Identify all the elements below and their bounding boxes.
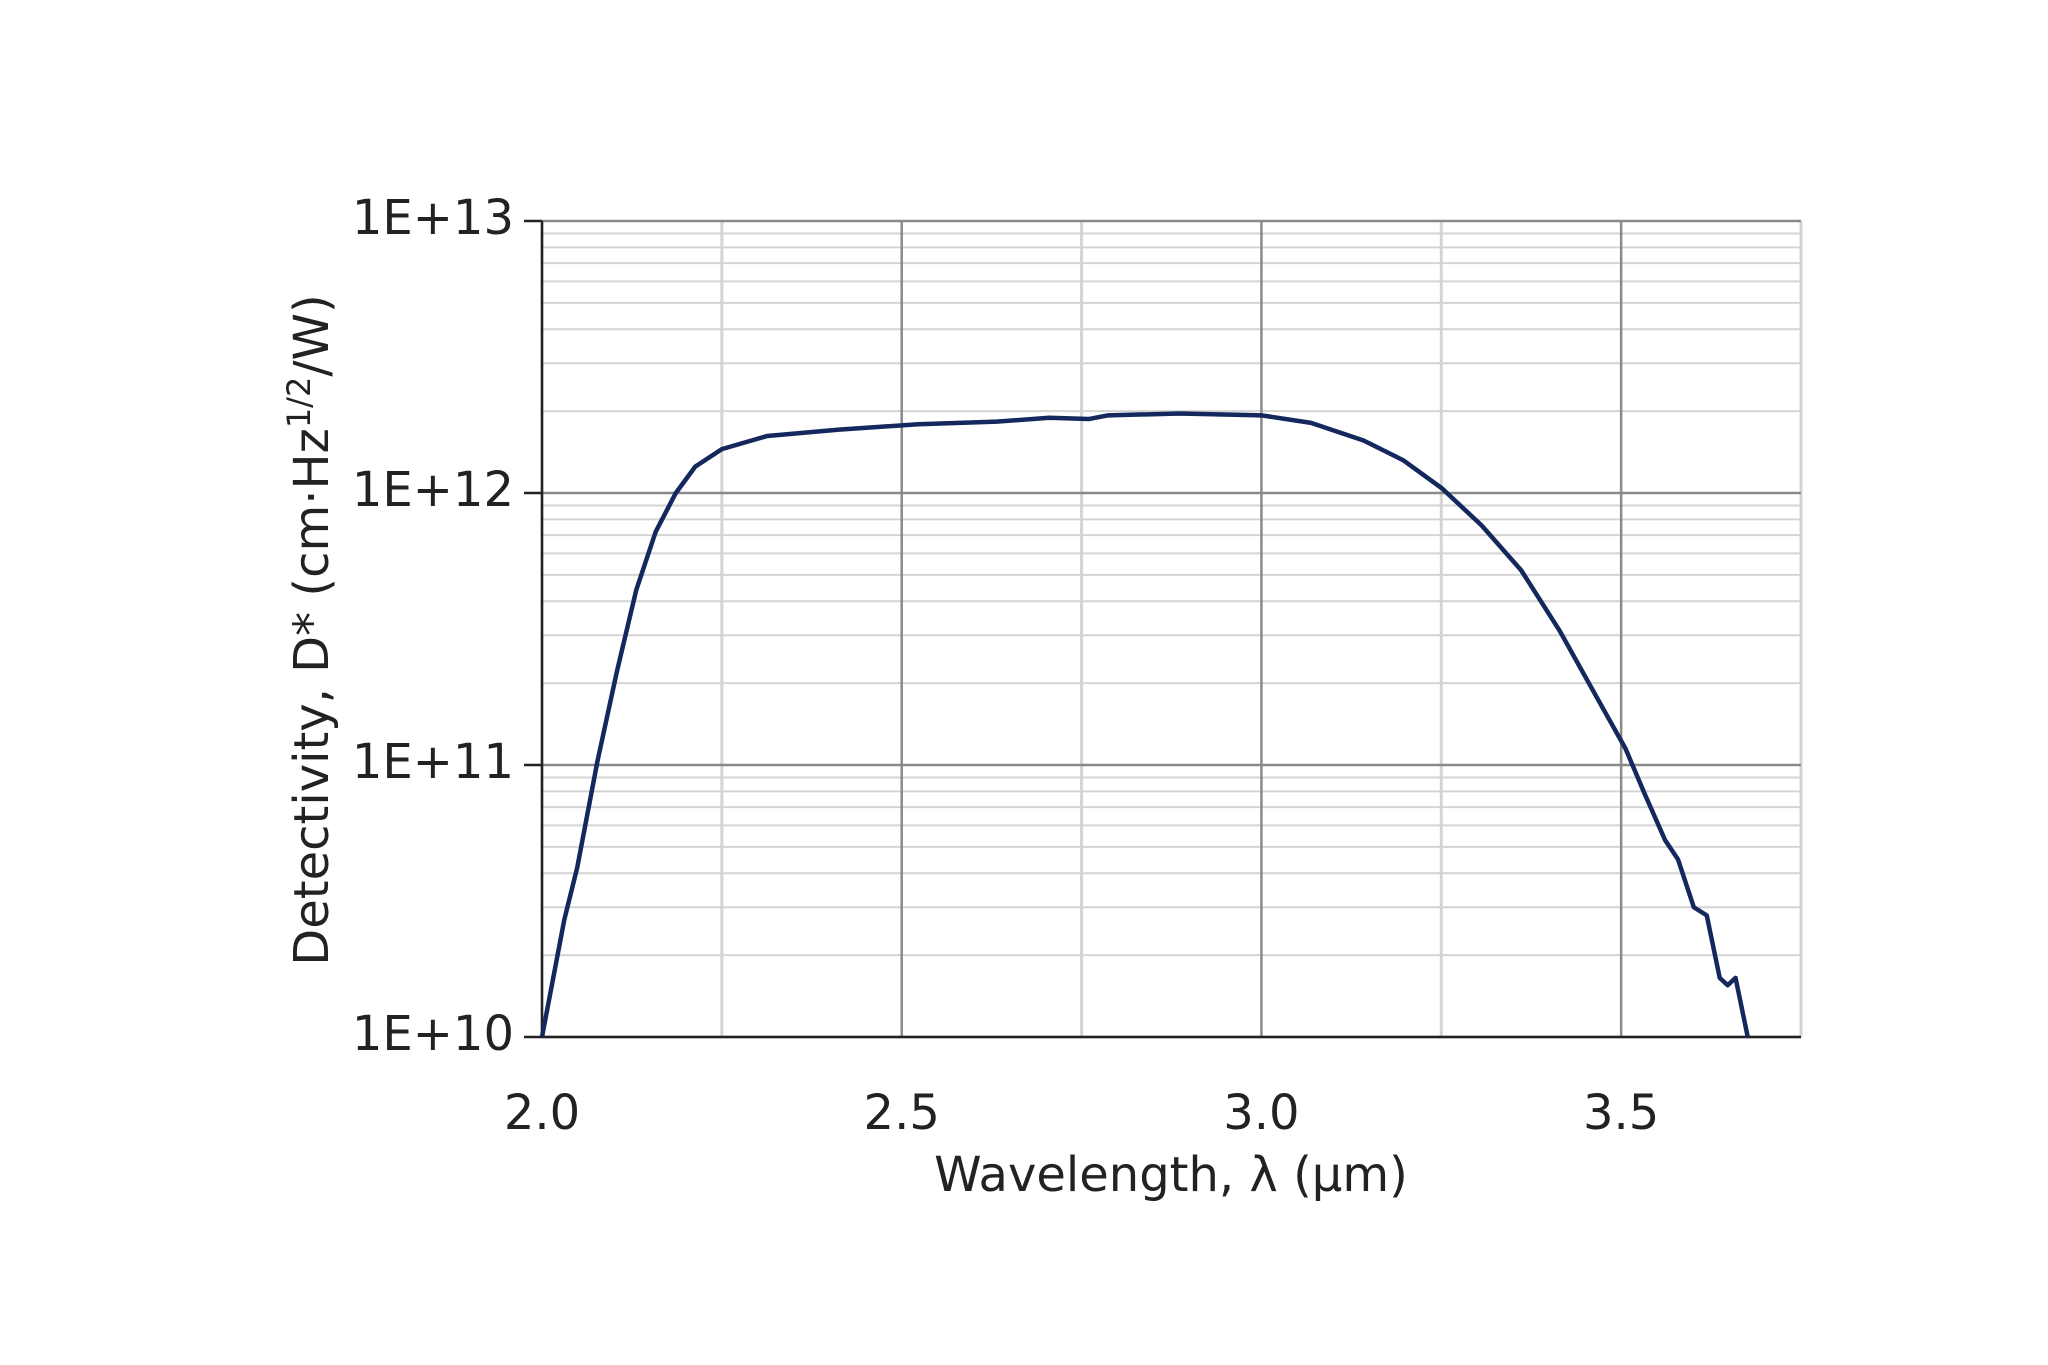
y-axis-title-sup: 1/2 (280, 377, 318, 429)
y-tick-label: 1E+11 (352, 734, 514, 790)
y-tick-label: 1E+13 (352, 190, 514, 246)
x-tick-label: 2.0 (504, 1085, 580, 1141)
y-axis-title-part: /W) (284, 294, 340, 376)
y-tick-label: 1E+10 (352, 1006, 514, 1062)
y-axis-title-part: Detectivity, D* (cm·Hz (284, 428, 340, 966)
x-axis-title: Wavelength, λ (μm) (934, 1147, 1408, 1203)
x-tick-label: 3.5 (1583, 1085, 1659, 1141)
data-line (539, 411, 1750, 1038)
y-axis-title: Detectivity, D* (cm·Hz1/2/W) (280, 294, 340, 965)
x-tick-label: 2.5 (864, 1085, 940, 1141)
x-tick-label: 3.0 (1223, 1085, 1299, 1141)
y-tick-label: 1E+12 (352, 462, 514, 518)
